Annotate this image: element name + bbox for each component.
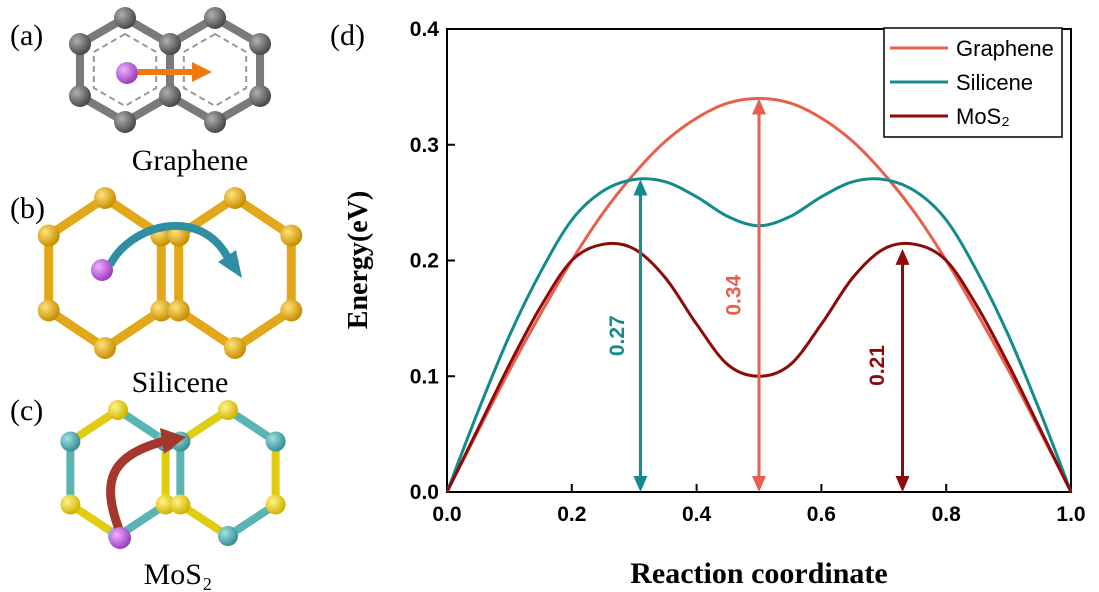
x-tick-label: 0.2 [557, 503, 586, 526]
caption: Graphene [132, 144, 249, 177]
atom [114, 111, 136, 133]
atom [69, 85, 91, 107]
atom [218, 526, 238, 546]
arrow-head [896, 476, 910, 492]
x-tick-label: 0.6 [807, 503, 836, 526]
y-tick-label: 0.0 [410, 481, 439, 504]
legend-label: MoS₂ [956, 104, 1010, 129]
x-axis-title: Reaction coordinate [630, 557, 887, 590]
x-tick-label: 1.0 [1056, 503, 1085, 526]
annotation-label: 0.21 [866, 345, 889, 386]
structure-panels [38, 7, 303, 549]
ion [91, 259, 113, 281]
x-tick-label: 0.0 [432, 503, 461, 526]
atom [159, 85, 181, 107]
atom [224, 187, 246, 209]
atom [280, 225, 302, 247]
annotation-label: 0.34 [723, 274, 746, 315]
arrow-head [752, 98, 766, 114]
atom [218, 400, 238, 420]
y-tick-label: 0.2 [410, 250, 439, 273]
atom [60, 495, 80, 515]
ion [109, 527, 131, 549]
arrow-head [633, 476, 647, 492]
caption: MoS₂ [144, 558, 213, 591]
atom [94, 337, 116, 359]
atom [94, 187, 116, 209]
atom [159, 33, 181, 55]
panel-label: (d) [330, 19, 365, 52]
atom [170, 495, 190, 515]
panel-label: (a) [10, 19, 43, 52]
atom [249, 33, 271, 55]
legend-label: Graphene [956, 36, 1054, 61]
atom [204, 7, 226, 29]
arrow-head [192, 62, 212, 82]
x-tick-label: 0.4 [682, 503, 712, 526]
panel-label: (b) [10, 192, 45, 225]
atom [114, 7, 136, 29]
atom [168, 300, 190, 322]
arrow-head [633, 179, 647, 195]
arrow-head [896, 249, 910, 265]
atom [38, 225, 60, 247]
y-axis-title: Energy(eV) [343, 191, 374, 329]
atom [224, 337, 246, 359]
panel-label: (c) [10, 394, 43, 427]
y-tick-label: 0.4 [410, 18, 440, 41]
atom [60, 432, 80, 452]
atom [38, 300, 60, 322]
atom [266, 432, 286, 452]
atom [266, 495, 286, 515]
annotation-label: 0.27 [606, 315, 629, 356]
figure: (a) (b) (c) Graphene Silicene MoS₂ (d) R… [0, 0, 1099, 592]
caption: Silicene [132, 366, 229, 399]
arrow-head [752, 476, 766, 492]
atom [69, 33, 91, 55]
atom [204, 111, 226, 133]
y-tick-label: 0.3 [410, 134, 439, 157]
ion [116, 62, 138, 84]
x-tick-label: 0.8 [932, 503, 962, 526]
atom [108, 400, 128, 420]
y-tick-label: 0.1 [410, 365, 440, 388]
atom [280, 300, 302, 322]
legend-label: Silicene [956, 70, 1033, 95]
atom [249, 85, 271, 107]
